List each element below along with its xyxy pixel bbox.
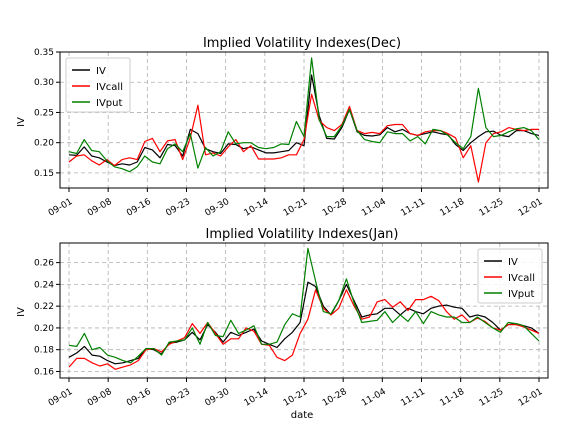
y-tick-label: 0.20 (34, 324, 54, 334)
x-tick-label: 10-28 (321, 387, 349, 409)
x-tick-label: 11-25 (478, 387, 506, 409)
y-tick-label: 0.25 (34, 108, 54, 118)
y-axis-label: IV (16, 117, 27, 127)
legend-label: IV (508, 257, 518, 268)
legend: IV IVcall IVput (65, 57, 131, 113)
x-tick-label: 09-08 (86, 197, 114, 219)
legend-box (477, 248, 543, 304)
legend-label: IVput (508, 289, 534, 300)
x-tick-label: 09-23 (164, 197, 192, 219)
chart-jan: Implied Volatility Indexes(Jan) 0.16 0.18… (16, 227, 549, 421)
legend-box (65, 57, 131, 113)
x-tick-label: 09-30 (204, 197, 232, 219)
y-axis-label: IV (16, 307, 27, 317)
y-tick-label: 0.35 (34, 48, 54, 58)
x-tick-label: 11-04 (360, 197, 388, 219)
x-tick-label: 10-28 (321, 197, 349, 219)
x-tick-label: 11-11 (399, 197, 427, 219)
series-line-ivput (68, 57, 540, 173)
series-lines (68, 57, 540, 183)
series-line-ivcall (68, 93, 539, 183)
x-ticks: 09-01 09-08 09-16 09-23 09-30 10-14 10-21 10-28… (47, 378, 545, 409)
x-tick-label: 11-18 (439, 197, 467, 219)
legend-label: IVput (96, 98, 122, 109)
series-line-ivcall (68, 289, 540, 370)
y-tick-label: 0.26 (34, 259, 54, 269)
y-ticks: 0.16 0.18 0.20 0.22 0.24 0.26 (34, 259, 60, 377)
legend-label: IV (96, 66, 106, 77)
grid (60, 243, 548, 378)
x-tick-label: 10-21 (282, 387, 310, 409)
y-tick-label: 0.24 (34, 280, 54, 290)
y-tick-label: 0.20 (34, 139, 54, 149)
x-tick-label: 09-30 (204, 387, 232, 409)
series-lines (68, 247, 540, 370)
y-ticks: 0.15 0.20 0.25 0.30 0.35 (34, 48, 60, 179)
y-tick-label: 0.30 (34, 78, 54, 88)
x-tick-label: 09-01 (47, 197, 75, 219)
y-tick-label: 0.15 (34, 169, 54, 179)
x-tick-label: 12-01 (517, 197, 545, 219)
x-tick-label: 09-23 (164, 387, 192, 409)
x-tick-label: 09-16 (125, 197, 153, 219)
x-tick-label: 09-01 (47, 387, 75, 409)
x-tick-label: 11-11 (399, 387, 427, 409)
chart-dec: Implied Volatility Indexes(Dec) 0.15 0.20… (16, 36, 549, 219)
x-tick-label: 10-21 (282, 197, 310, 219)
x-tick-label: 10-14 (243, 387, 271, 409)
y-tick-label: 0.18 (34, 346, 54, 356)
x-tick-label: 11-18 (439, 387, 467, 409)
series-line-iv (68, 74, 540, 167)
series-line-ivput (68, 247, 540, 364)
x-tick-label: 09-16 (125, 387, 153, 409)
x-axis-label: date (291, 410, 314, 421)
legend-label: IVcall (508, 273, 535, 284)
legend-label: IVcall (96, 82, 123, 93)
chart-title: Implied Volatility Indexes(Dec) (203, 36, 401, 51)
x-tick-label: 10-14 (243, 197, 271, 219)
x-tick-label: 09-08 (86, 387, 114, 409)
x-ticks: 09-01 09-08 09-16 09-23 09-30 10-14 10-21 10-28… (47, 188, 545, 219)
chart-title: Implied Volatility Indexes(Jan) (206, 227, 399, 242)
legend: IV IVcall IVput (477, 248, 543, 304)
x-tick-label: 11-25 (478, 197, 506, 219)
y-tick-label: 0.22 (34, 302, 54, 312)
x-tick-label: 11-04 (360, 387, 388, 409)
x-tick-label: 12-01 (517, 387, 545, 409)
y-tick-label: 0.16 (34, 367, 54, 377)
